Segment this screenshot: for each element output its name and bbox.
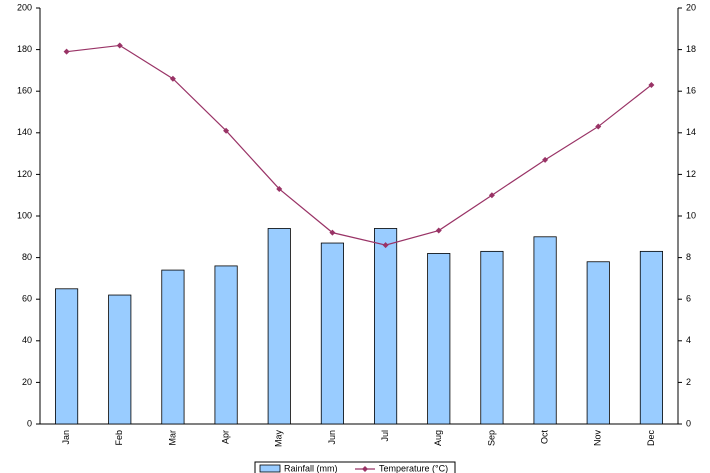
y2-tick-label: 12 [686,169,696,179]
bar [533,236,557,425]
x-tick-label: Jun [327,430,337,445]
y2-tick-label: 14 [686,127,696,137]
x-tick-label: Nov [593,430,603,447]
legend-swatch [259,464,281,473]
marker [595,123,602,130]
marker [276,185,283,192]
y-tick-label: 160 [17,86,32,96]
y-tick-label: 60 [22,294,32,304]
marker [648,81,655,88]
x-tick-label: Feb [114,430,124,446]
y-tick-label: 120 [17,169,32,179]
y-tick-label: 40 [22,335,32,345]
y-tick-label: 140 [17,127,32,137]
marker [116,42,123,49]
x-tick-label: Dec [646,430,656,447]
legend-label: Temperature (°C) [379,463,448,473]
y-tick-label: 80 [22,252,32,262]
y2-tick-label: 18 [686,44,696,54]
bar [161,269,185,425]
y2-tick-label: 20 [686,2,696,12]
y2-tick-label: 2 [686,377,691,387]
marker [488,192,495,199]
x-tick-label: Apr [220,430,230,444]
bar [320,242,344,425]
marker [435,227,442,234]
bar [214,265,238,425]
y-tick-label: 20 [22,377,32,387]
y2-tick-label: 6 [686,294,691,304]
y2-tick-label: 0 [686,418,691,428]
x-tick-label: Sep [486,430,496,446]
marker [542,156,549,163]
bar [586,261,610,425]
x-tick-label: Jul [380,430,390,442]
bar [639,250,663,425]
legend-label: Rainfall (mm) [284,463,338,473]
y-tick-label: 0 [27,418,32,428]
marker [382,242,389,249]
bar [427,253,451,425]
bar [374,228,398,425]
line [66,44,652,246]
x-tick-label: Jan [61,430,71,445]
y2-tick-label: 4 [686,335,691,345]
y2-tick-label: 8 [686,252,691,262]
x-tick-label: Oct [539,430,549,445]
x-tick-label: May [274,430,284,448]
y2-tick-label: 16 [686,86,696,96]
bar [108,294,132,425]
bar [267,228,291,425]
x-tick-label: Mar [167,430,177,446]
marker [329,229,336,236]
y-tick-label: 180 [17,44,32,54]
y2-tick-label: 10 [686,210,696,220]
marker [223,127,230,134]
legend-marker [362,466,368,472]
y-tick-label: 100 [17,210,32,220]
legend [254,461,456,473]
bar [55,288,79,425]
y-tick-label: 200 [17,2,32,12]
marker [63,48,70,55]
bar [480,250,504,425]
x-tick-label: Aug [433,430,443,446]
marker [169,75,176,82]
